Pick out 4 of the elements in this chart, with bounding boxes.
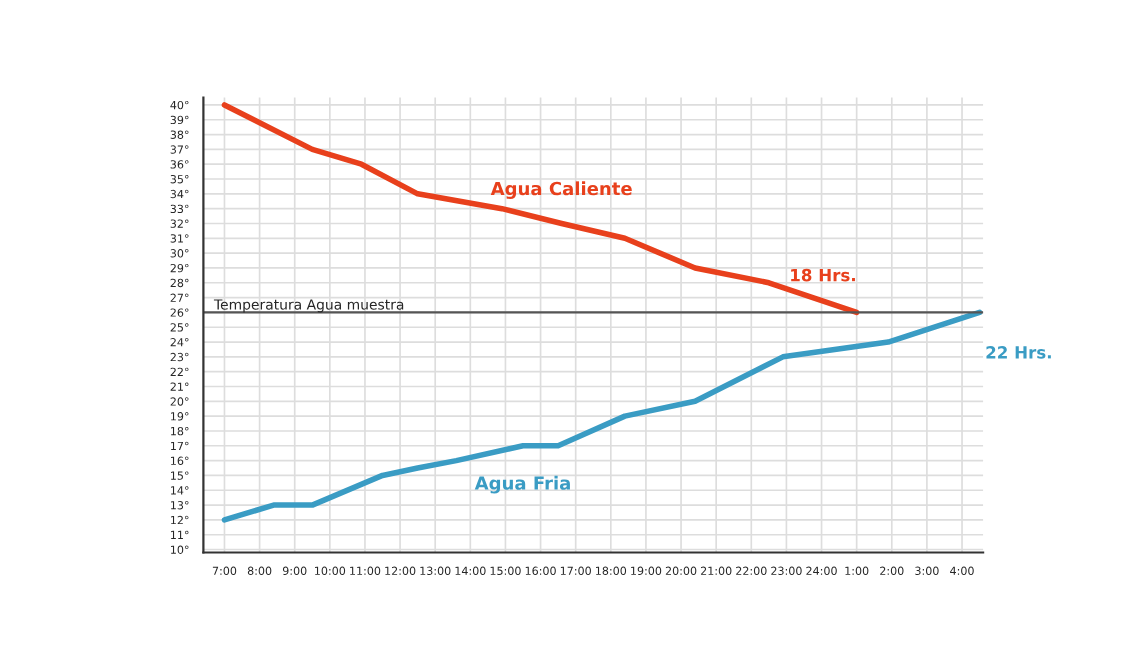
annotation: 22 Hrs. bbox=[986, 346, 1051, 359]
series-label: Agua Caliente bbox=[490, 181, 632, 199]
series-label: Agua Fria bbox=[474, 475, 570, 494]
annotation: 18 Hrs. bbox=[791, 268, 855, 282]
